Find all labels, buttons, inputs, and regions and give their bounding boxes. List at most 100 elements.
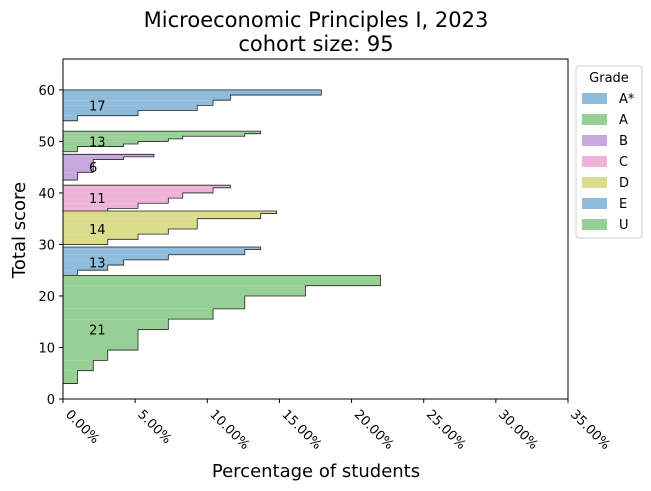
y-tick-label: 30 xyxy=(38,238,55,253)
bar-outline xyxy=(63,184,231,214)
count-label: 17 xyxy=(89,99,106,114)
x-tick-label: 35.00% xyxy=(567,407,613,453)
count-labels: 17 13 6 11 14 13 21 xyxy=(89,99,106,338)
bar-step xyxy=(63,370,78,384)
count-label: 13 xyxy=(89,256,106,271)
count-label: 11 xyxy=(89,192,106,207)
bar-step xyxy=(63,203,139,209)
bar-step xyxy=(63,115,78,121)
legend-label: D xyxy=(619,176,629,191)
bar-step xyxy=(63,187,214,193)
bar-step xyxy=(63,141,139,144)
bar-step xyxy=(63,223,198,229)
x-tick-label: 10.00% xyxy=(206,407,252,453)
x-tick-label: 25.00% xyxy=(423,407,469,453)
legend-label: A* xyxy=(619,92,635,107)
legend-swatch xyxy=(582,156,607,167)
legend-frame xyxy=(575,65,643,239)
bar-outline xyxy=(63,153,155,181)
bar-step xyxy=(63,249,245,255)
bar-step xyxy=(63,95,231,101)
grade-b-bars xyxy=(63,153,155,181)
legend-label: C xyxy=(619,155,628,170)
bar-outline xyxy=(63,130,262,153)
bar-step xyxy=(63,270,78,276)
count-label: 6 xyxy=(89,161,97,176)
x-tick-label: 0.00% xyxy=(62,407,102,447)
bar-step xyxy=(63,136,183,139)
bars-layer xyxy=(63,89,381,384)
bar-step xyxy=(63,110,139,116)
y-axis-label: Total score xyxy=(9,182,30,279)
x-axis-ticks: 0.00% 5.00% 10.00% 15.00% 20.00% 25.00% 30.00%… xyxy=(62,399,613,453)
x-tick-label: 15.00% xyxy=(279,407,325,453)
bar-step xyxy=(63,146,78,152)
legend-label: A xyxy=(619,113,628,128)
y-axis-ticks: 0 10 20 30 40 50 60 xyxy=(38,84,63,408)
count-label: 13 xyxy=(89,135,106,150)
legend-label: U xyxy=(619,218,629,233)
bar-step xyxy=(63,360,94,371)
bar-step xyxy=(63,156,124,160)
bar-step xyxy=(63,265,108,271)
legend-swatch xyxy=(582,177,607,188)
bar-step xyxy=(63,234,139,240)
bar-step xyxy=(63,308,214,320)
bar-step xyxy=(63,247,261,250)
y-tick-label: 0 xyxy=(47,393,55,408)
bar-outline xyxy=(63,246,262,276)
bar-step xyxy=(63,133,245,137)
bar-outline xyxy=(63,89,322,122)
bar-step xyxy=(63,192,183,199)
bar-step xyxy=(63,275,381,286)
grade-a-bars xyxy=(63,130,262,153)
legend-label: B xyxy=(619,134,628,149)
grade-astar-bars xyxy=(63,89,322,122)
y-tick-label: 10 xyxy=(38,341,55,356)
bar-step xyxy=(63,329,139,351)
legend-title: Grade xyxy=(589,71,629,86)
bar-step xyxy=(63,259,124,266)
bar-step xyxy=(63,89,322,96)
legend-label: E xyxy=(619,197,627,212)
y-tick-label: 20 xyxy=(38,290,55,305)
x-tick-label: 5.00% xyxy=(134,407,174,447)
bar-step xyxy=(63,159,94,173)
legend-swatch xyxy=(582,93,607,104)
bar-step xyxy=(63,350,108,361)
bar-step xyxy=(63,285,306,296)
bar-step xyxy=(63,239,108,245)
bar-outline xyxy=(63,274,381,384)
bar-step xyxy=(63,295,245,309)
count-label: 21 xyxy=(89,323,106,338)
x-tick-label: 30.00% xyxy=(495,407,541,453)
bar-step xyxy=(63,198,169,204)
bar-step xyxy=(63,105,198,111)
chart-subtitle: cohort size: 95 xyxy=(238,32,393,56)
chart-title: Microeconomic Principles I, 2023 xyxy=(144,8,489,32)
legend-swatch xyxy=(582,198,607,209)
bar-step xyxy=(63,210,277,214)
bar-step xyxy=(63,172,78,181)
y-tick-label: 40 xyxy=(38,187,55,202)
bar-step xyxy=(63,229,169,235)
bar-step xyxy=(63,218,198,224)
bar-step xyxy=(63,144,124,147)
legend-swatch xyxy=(582,135,607,146)
y-tick-label: 50 xyxy=(38,135,55,150)
y-tick-label: 60 xyxy=(38,84,55,99)
grade-e-bars xyxy=(63,246,262,276)
x-tick-label: 20.00% xyxy=(351,407,397,453)
bar-step xyxy=(63,154,154,157)
bar-outline xyxy=(63,210,277,245)
grade-d-bars xyxy=(63,210,277,245)
bar-step xyxy=(63,138,169,142)
bar-step xyxy=(63,131,261,134)
count-label: 14 xyxy=(89,223,106,238)
bar-step xyxy=(63,213,261,219)
legend-swatch xyxy=(582,219,607,230)
x-axis-label: Percentage of students xyxy=(212,461,420,482)
grade-u-bars xyxy=(63,274,381,384)
